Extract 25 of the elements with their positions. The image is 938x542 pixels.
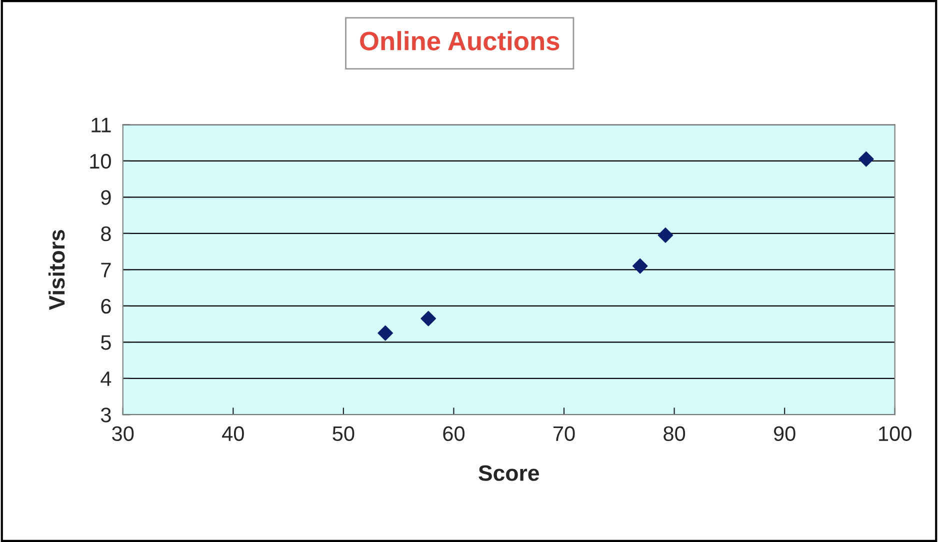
x-tick-label: 40	[222, 426, 244, 442]
y-tick-label: 8	[101, 226, 111, 242]
y-tick-label: 9	[101, 190, 111, 205]
point	[658, 228, 674, 243]
y-tick-label: 11	[92, 118, 111, 132]
x-tick-label: 90	[774, 426, 796, 442]
y-tick-label: 5	[101, 335, 111, 350]
x-tick-label: 60	[443, 426, 464, 442]
x-tick-label: 70	[553, 426, 575, 442]
point	[420, 310, 436, 326]
x-axis-title: Score	[478, 465, 539, 481]
y-tick-label: 7	[101, 262, 111, 278]
x-tick-label: 50	[332, 426, 354, 442]
x-tick-label: 80	[664, 426, 686, 442]
point	[858, 151, 874, 167]
y-tick-label: 3	[100, 408, 111, 422]
y-tick-label: 10	[90, 154, 111, 169]
point	[632, 258, 648, 274]
chart-title: Online Auctions	[360, 31, 560, 50]
y-tick-label: 4	[100, 372, 112, 386]
point	[378, 325, 394, 341]
y-axis-title: Visitors	[48, 230, 65, 310]
y-tick-label: 6	[101, 298, 111, 314]
x-tick-label: 100	[879, 426, 912, 442]
x-tick-label: 30	[112, 426, 134, 442]
